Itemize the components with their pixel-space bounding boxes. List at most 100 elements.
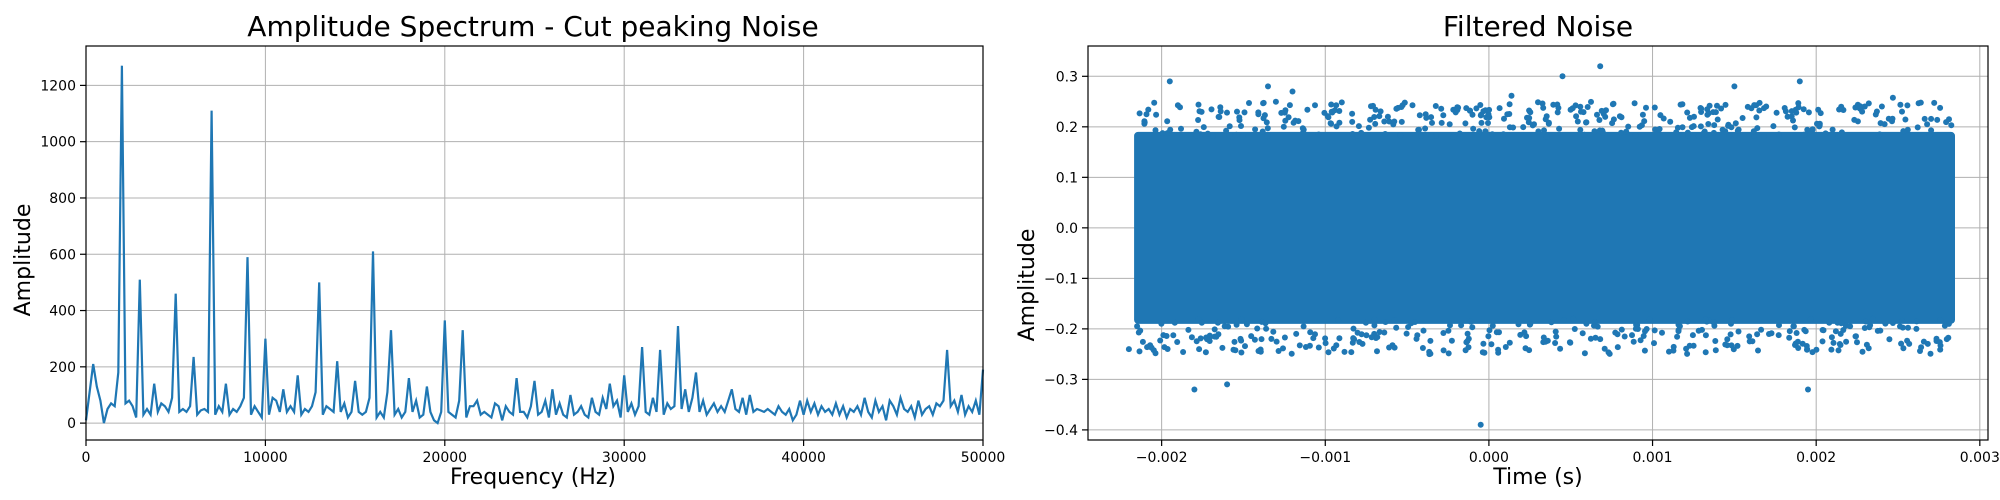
y-tick-label: −0.4 (1044, 423, 1078, 439)
scatter-point (1164, 118, 1171, 125)
x-tick-label: 30000 (602, 450, 647, 466)
scatter-point (1591, 128, 1598, 135)
scatter-point (1322, 340, 1329, 347)
scatter-point (1719, 126, 1726, 133)
scatter-point (1859, 108, 1866, 115)
scatter-point (1440, 112, 1447, 119)
scatter-point (1333, 123, 1340, 130)
scatter-point (1847, 323, 1854, 330)
scatter-point (1596, 117, 1603, 123)
scatter-point (1865, 100, 1872, 107)
scatter-point (1577, 103, 1584, 110)
x-axis-label: Frequency (Hz) (450, 465, 616, 490)
scatter-point (1599, 127, 1606, 134)
plot-frame (1087, 45, 1989, 441)
scatter-point (1420, 327, 1427, 334)
scatter-point (1479, 349, 1486, 356)
scatter-point (1506, 101, 1513, 108)
scatter-point (1631, 100, 1638, 107)
scatter-point (1904, 126, 1911, 133)
y-tick-label: 400 (49, 304, 76, 320)
scatter-point (1801, 326, 1808, 333)
scatter-point (1141, 120, 1148, 127)
scatter-point (1832, 328, 1839, 335)
scatter-point (1557, 345, 1564, 352)
scatter-point (1325, 349, 1332, 356)
scatter-point (1395, 104, 1402, 111)
scatter-point (1477, 112, 1484, 119)
scatter-point (1239, 133, 1246, 140)
scatter-point (1231, 338, 1238, 345)
scatter-point (1223, 127, 1230, 134)
scatter-point (1641, 347, 1648, 354)
scatter-point (1727, 331, 1734, 338)
scatter-point (1193, 338, 1200, 345)
scatter-point (1552, 328, 1559, 335)
scatter-point (1581, 131, 1588, 138)
scatter-point (1651, 327, 1658, 334)
scatter-point (1355, 123, 1362, 130)
scatter-point (1278, 109, 1285, 116)
scatter-point (1711, 122, 1718, 129)
scatter-point (1445, 327, 1452, 334)
scatter-point (1368, 334, 1375, 341)
scatter-point (1485, 120, 1491, 126)
scatter-point (1462, 120, 1469, 127)
scatter-point (1243, 321, 1250, 328)
scatter-point (1835, 347, 1842, 354)
scatter-point (1795, 100, 1802, 107)
scatter-point (1897, 101, 1904, 108)
scatter-point (1900, 345, 1907, 352)
scatter-point (1217, 108, 1224, 115)
scatter-point (1382, 319, 1389, 325)
scatter-point-outlier (1559, 73, 1566, 80)
scatter-point (1349, 131, 1356, 137)
scatter-point (1310, 335, 1317, 342)
scatter-point (1567, 339, 1574, 346)
scatter-point (1401, 99, 1408, 106)
scatter-point (1928, 127, 1935, 134)
series-line (84, 65, 985, 425)
scatter-point (1382, 131, 1389, 137)
scatter-point (1167, 126, 1174, 133)
y-tick-label: −0.2 (1044, 322, 1078, 338)
scatter-point (1393, 324, 1400, 331)
scatter-point (1170, 332, 1177, 339)
y-tick-label: 600 (49, 247, 76, 263)
scatter-point (1829, 126, 1836, 133)
scatter-point (1913, 318, 1920, 325)
scatter-point (1674, 124, 1681, 131)
scatter-point (1862, 318, 1869, 325)
scatter-point (1196, 346, 1203, 353)
scatter-point (1226, 132, 1233, 139)
scatter-point (1869, 315, 1876, 322)
scatter-point (1573, 113, 1580, 120)
scatter-point (1826, 319, 1833, 326)
scatter-point (1232, 347, 1239, 354)
scatter-point (1788, 108, 1795, 115)
x-axis-label: Time (s) (1492, 465, 1582, 490)
scatter-point (1867, 322, 1874, 329)
y-tick-label: 0.3 (1056, 69, 1078, 85)
amplitude-spectrum-chart: Amplitude Spectrum - Cut peaking Noise 0… (11, 10, 1005, 490)
scatter-point (1324, 113, 1331, 120)
scatter-point (1673, 129, 1680, 136)
scatter-point (1560, 317, 1567, 324)
scatter-point-outlier (1166, 78, 1173, 85)
scatter-point (1486, 106, 1493, 113)
scatter-point (1724, 342, 1731, 349)
scatter-point (1354, 132, 1361, 139)
scatter-point (1327, 120, 1334, 127)
scatter-point (1467, 318, 1474, 325)
scatter-point (1349, 110, 1356, 117)
scatter-point (1809, 126, 1816, 133)
scatter-point (1927, 350, 1934, 357)
scatter-point (1945, 334, 1952, 341)
scatter-point (1676, 323, 1683, 330)
scatter-point (1877, 120, 1884, 127)
scatter-point (1587, 335, 1594, 342)
scatter-point (1423, 114, 1430, 121)
scatter-point (1695, 133, 1702, 139)
scatter-point (1804, 126, 1811, 133)
